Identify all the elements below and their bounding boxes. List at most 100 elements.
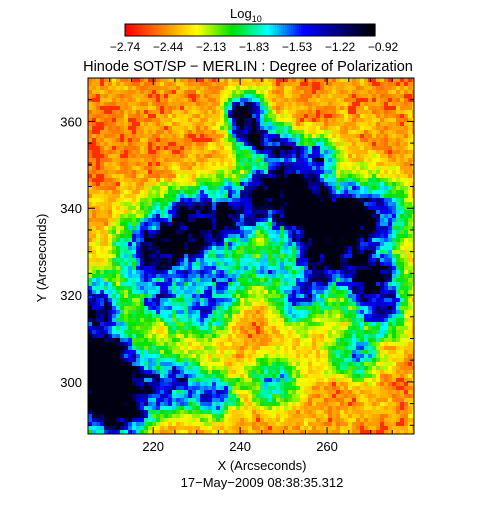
heatmap-cell xyxy=(156,122,160,126)
heatmap-cell xyxy=(148,250,152,254)
heatmap-cell xyxy=(404,106,408,110)
heatmap-cell xyxy=(388,122,392,126)
heatmap-cell xyxy=(360,310,364,314)
heatmap-cell xyxy=(352,278,356,282)
heatmap-cell xyxy=(344,198,348,202)
heatmap-cell xyxy=(292,90,296,94)
heatmap-cell xyxy=(228,102,232,106)
heatmap-cell xyxy=(364,258,368,262)
heatmap-cell xyxy=(352,314,356,318)
heatmap-cell xyxy=(280,98,284,102)
heatmap-cell xyxy=(236,142,240,146)
heatmap-cell xyxy=(360,290,364,294)
heatmap-cell xyxy=(224,266,228,270)
heatmap-cell xyxy=(380,162,384,166)
heatmap-cell xyxy=(192,266,196,270)
heatmap-cell xyxy=(140,234,144,238)
heatmap-cell xyxy=(136,234,140,238)
heatmap-cell xyxy=(288,134,292,138)
heatmap-cell xyxy=(264,150,268,154)
heatmap-cell xyxy=(140,270,144,274)
heatmap-cell xyxy=(264,242,268,246)
heatmap-cell xyxy=(232,174,236,178)
heatmap-cell xyxy=(404,90,408,94)
heatmap-cell xyxy=(128,250,132,254)
heatmap-cell xyxy=(316,250,320,254)
heatmap-cell xyxy=(188,214,192,218)
heatmap-cell xyxy=(240,138,244,142)
heatmap-cell xyxy=(384,282,388,286)
heatmap-cell xyxy=(204,134,208,138)
heatmap-cell xyxy=(292,262,296,266)
heatmap-cell xyxy=(128,122,132,126)
heatmap-cell xyxy=(320,98,324,102)
heatmap-cell xyxy=(284,314,288,318)
heatmap-cell xyxy=(268,170,272,174)
heatmap-cell xyxy=(344,270,348,274)
heatmap-cell xyxy=(336,150,340,154)
heatmap-cell xyxy=(188,290,192,294)
heatmap-cell xyxy=(324,126,328,130)
heatmap-cell xyxy=(316,222,320,226)
heatmap-cell xyxy=(136,182,140,186)
heatmap-cell xyxy=(340,110,344,114)
heatmap-cell xyxy=(276,290,280,294)
heatmap-cell xyxy=(356,110,360,114)
heatmap-cell xyxy=(160,238,164,242)
heatmap-cell xyxy=(408,138,412,142)
heatmap-cell xyxy=(364,226,368,230)
heatmap-cell xyxy=(104,178,108,182)
heatmap-cell xyxy=(220,150,224,154)
heatmap-cell xyxy=(100,138,104,142)
heatmap-cell xyxy=(324,238,328,242)
heatmap-cell xyxy=(288,286,292,290)
heatmap-cell xyxy=(304,106,308,110)
heatmap-cell xyxy=(180,290,184,294)
heatmap-cell xyxy=(144,122,148,126)
heatmap-cell xyxy=(260,294,264,298)
heatmap-cell xyxy=(340,218,344,222)
heatmap-cell xyxy=(372,306,376,310)
heatmap-cell xyxy=(296,98,300,102)
heatmap-cell xyxy=(108,90,112,94)
heatmap-cell xyxy=(240,114,244,118)
heatmap-cell xyxy=(400,218,404,222)
heatmap-cell xyxy=(88,266,92,270)
heatmap-cell xyxy=(160,174,164,178)
heatmap-cell xyxy=(220,290,224,294)
heatmap-cell xyxy=(168,186,172,190)
heatmap-cell xyxy=(340,270,344,274)
heatmap-cell xyxy=(316,314,320,318)
heatmap-cell xyxy=(108,170,112,174)
heatmap-cell xyxy=(364,94,368,98)
heatmap-cell xyxy=(408,290,412,294)
heatmap-cell xyxy=(124,314,128,318)
heatmap-cell xyxy=(380,126,384,130)
heatmap-cell xyxy=(356,190,360,194)
heatmap-cell xyxy=(212,318,216,322)
heatmap-cell xyxy=(148,202,152,206)
heatmap-cell xyxy=(376,78,380,82)
heatmap-cell xyxy=(156,302,160,306)
heatmap-cell xyxy=(404,102,408,106)
heatmap-cell xyxy=(156,190,160,194)
heatmap-cell xyxy=(332,122,336,126)
heatmap-cell xyxy=(204,174,208,178)
heatmap-cell xyxy=(192,262,196,266)
heatmap-cell xyxy=(116,186,120,190)
heatmap-cell xyxy=(188,82,192,86)
heatmap-cell xyxy=(292,230,296,234)
heatmap-cell xyxy=(168,278,172,282)
heatmap-cell xyxy=(272,314,276,318)
heatmap-cell xyxy=(216,278,220,282)
heatmap-cell xyxy=(128,110,132,114)
heatmap-cell xyxy=(360,218,364,222)
heatmap-cell xyxy=(264,154,268,158)
heatmap-cell xyxy=(104,230,108,234)
heatmap-cell xyxy=(308,314,312,318)
heatmap-cell xyxy=(268,98,272,102)
heatmap-cell xyxy=(288,126,292,130)
heatmap-cell xyxy=(184,210,188,214)
heatmap-cell xyxy=(188,186,192,190)
heatmap-cell xyxy=(224,222,228,226)
